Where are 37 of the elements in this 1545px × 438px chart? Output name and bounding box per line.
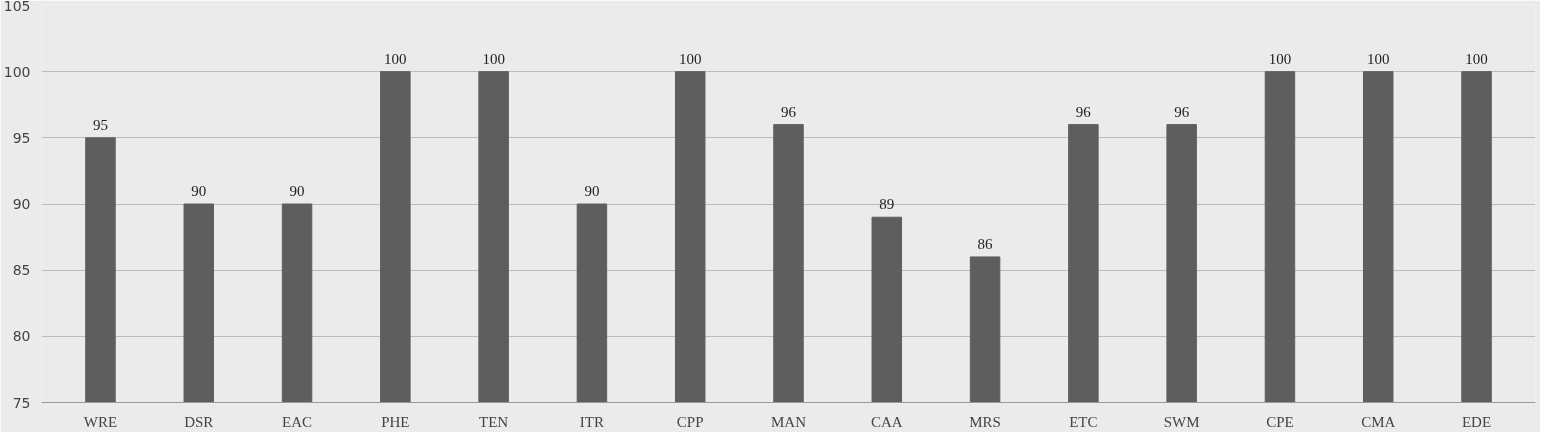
y-tick-label: 105	[3, 0, 31, 14]
data-label: 90	[584, 183, 600, 199]
x-tick-label: CAA	[870, 413, 903, 430]
y-tick-label: 85	[12, 262, 31, 279]
x-tick-label: ETC	[1069, 413, 1098, 430]
x-tick-label: ITR	[579, 413, 605, 430]
x-tick-label: MAN	[771, 413, 807, 430]
x-tick-label: MRS	[969, 413, 1001, 430]
y-tick-label: 90	[12, 196, 31, 212]
y-tick-label: 100	[3, 63, 31, 80]
x-tick-label: CMA	[1361, 413, 1396, 430]
x-tick-label: SWM	[1163, 413, 1200, 430]
data-label: 96	[781, 103, 797, 120]
y-tick-label: 75	[12, 394, 31, 411]
data-label: 100	[678, 50, 702, 67]
data-label: 95	[92, 116, 108, 133]
x-tick-label: CPE	[1266, 413, 1294, 430]
data-label: 89	[879, 196, 895, 213]
data-label: 100	[1268, 50, 1292, 67]
data-label: 86	[977, 235, 994, 252]
data-label: 96	[1075, 103, 1092, 120]
data-label: 100	[1366, 50, 1390, 67]
x-tick-label: WRE	[83, 413, 118, 430]
x-tick-label: DSR	[184, 413, 214, 430]
data-label: 90	[191, 183, 207, 199]
data-label: 90	[289, 183, 305, 199]
x-tick-label: CPP	[676, 413, 704, 430]
data-label: 100	[482, 50, 505, 67]
y-tick-label: 80	[12, 328, 31, 345]
data-label: 100	[1465, 50, 1488, 67]
x-tick-label: EDE	[1461, 413, 1492, 430]
data-label: 96	[1174, 103, 1190, 120]
y-tick-label: 95	[12, 129, 31, 146]
x-tick-label: TEN	[479, 413, 509, 430]
x-tick-label: PHE	[381, 413, 410, 430]
x-tick-label: EAC	[282, 413, 313, 430]
data-label: 100	[384, 50, 407, 67]
